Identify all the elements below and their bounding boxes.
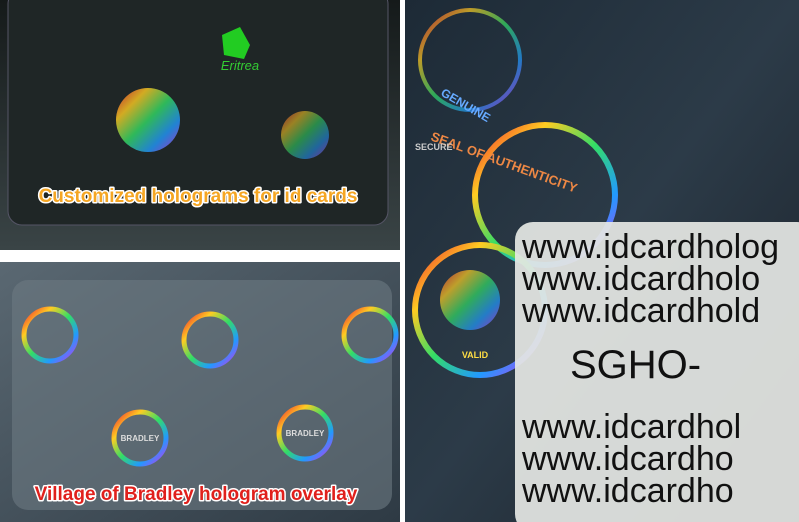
panel-id-card: Eritrea Customized holograms for id card…: [0, 0, 400, 250]
hologram-text: BRADLEY: [286, 429, 325, 438]
card-line: www.idcardho: [521, 472, 734, 510]
card-line: www.idcardholog: [521, 228, 779, 266]
card-text: Eritrea: [221, 58, 259, 73]
panel-seal: SEAL OF AUTHENTICITY GENUINE VALID SECUR…: [405, 0, 799, 522]
hologram: [21, 306, 79, 364]
hologram: [116, 88, 180, 152]
card-line: www.idcardho: [521, 440, 734, 478]
hologram-text: VALID: [462, 350, 489, 360]
hologram: [418, 8, 522, 112]
card-line: www.idcardholo: [521, 260, 760, 298]
panel-overlay: BRADLEY BRADLEY Village of Bradley holog…: [0, 262, 400, 522]
card-line: www.idcardhold: [521, 292, 760, 330]
hologram: [181, 311, 239, 369]
hologram-text: SECURE: [415, 142, 453, 152]
hologram-text: BRADLEY: [121, 434, 160, 443]
hologram: [111, 409, 169, 467]
hologram: [341, 306, 399, 364]
card: [7, 0, 389, 226]
card-lines: www.idcardhologwww.idcardholowww.idcardh…: [521, 228, 779, 510]
card: [515, 222, 799, 522]
card-line: SGHO-: [570, 343, 701, 387]
hologram: [281, 111, 329, 159]
overlay-sheet: [12, 280, 392, 510]
caption: Customized holograms for id cards: [39, 186, 358, 207]
caption: Village of Bradley hologram overlay: [35, 484, 358, 505]
hologram: [276, 404, 334, 462]
map-shape: [222, 27, 250, 59]
hologram: [440, 270, 500, 330]
card-line: www.idcardhol: [521, 408, 741, 446]
